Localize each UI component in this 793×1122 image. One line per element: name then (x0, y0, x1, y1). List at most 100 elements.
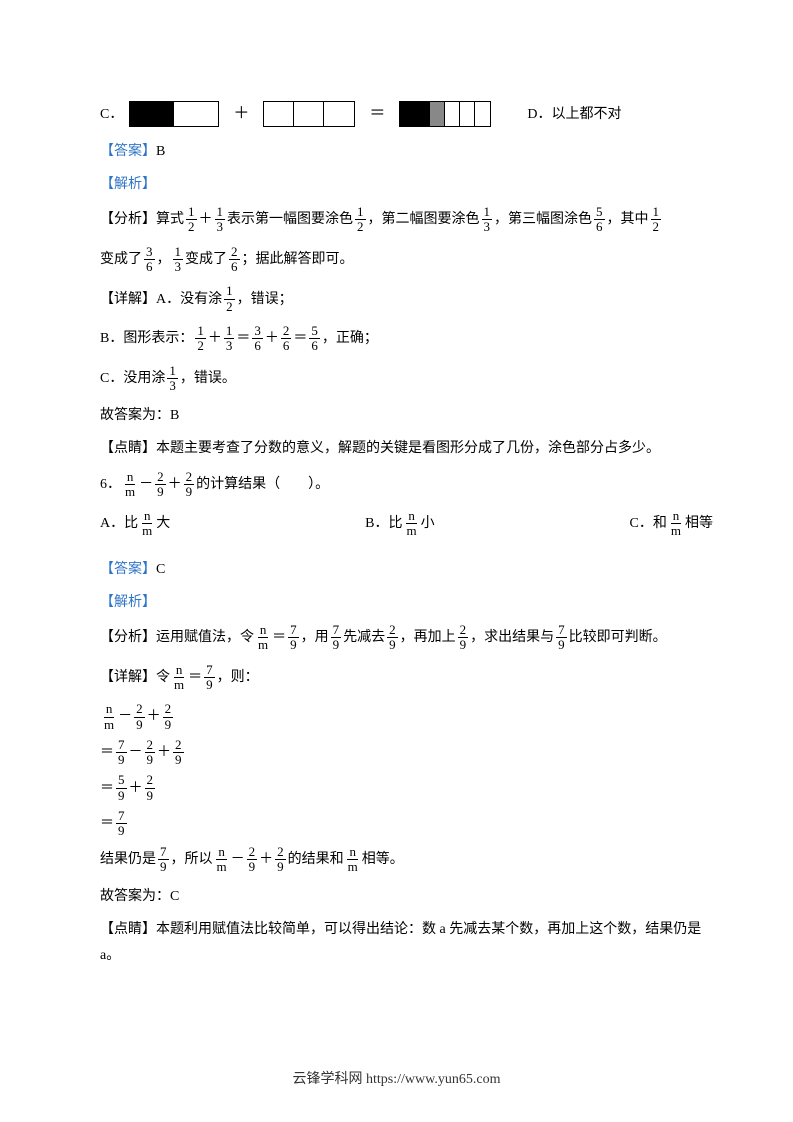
bar-box-3 (399, 101, 491, 127)
answer-label: 【答案】 (100, 144, 156, 159)
text: 变成了 (100, 247, 142, 272)
equals-sign: ＝ (369, 100, 385, 129)
text: 变成了 (185, 247, 227, 272)
tag: 【详解】 (100, 665, 156, 690)
tag: 【分析】 (100, 625, 156, 650)
tag: 【详解】 (100, 287, 156, 312)
q6-result: 结果仍是 79 ，所以 nm － 29 ＋ 29 的结果和 nm 相等。 (100, 845, 713, 875)
q5-analysis-p1: 【分析】 算式 12 ＋ 13 表示第一幅图要涂色 12 ，第二幅图要涂色 13… (100, 205, 713, 235)
text: 的结果和 (288, 847, 344, 872)
analysis-label: 【解析】 (100, 177, 156, 192)
q6-answer: 【答案】C (100, 557, 713, 582)
bar-diagram-2 (263, 101, 355, 127)
q5-answer: 【答案】B (100, 139, 713, 164)
cell (445, 102, 460, 126)
q6-analysis-label: 【解析】 (100, 590, 713, 615)
fraction-n-m: nm (669, 509, 683, 539)
fraction-n-m: nm (123, 470, 137, 500)
fraction: 56 (309, 324, 320, 354)
text: 小 (421, 511, 435, 536)
fraction: 36 (252, 324, 263, 354)
fraction-n-m: nm (405, 509, 419, 539)
tag: 【点睛】 (100, 922, 156, 937)
fraction-2-6: 26 (229, 245, 240, 275)
q5-analysis-p2: 变成了 36 ， 13 变成了 26 ；据此解答即可。 (100, 245, 713, 275)
q6-opt-b: B．比 nm 小 (365, 509, 434, 539)
text: 相等 (685, 511, 713, 536)
fraction: nm (346, 845, 360, 875)
fraction: 29 (145, 773, 156, 803)
analysis-label: 【解析】 (100, 595, 156, 610)
q5-detail-c: C．没用涂 13 ，错误。 (100, 364, 713, 394)
option-c-label: C． (100, 102, 123, 127)
text: ，正确； (322, 326, 378, 351)
text: ， (157, 247, 171, 272)
text: ，第三幅图涂色 (494, 207, 592, 232)
q6-analysis: 【分析】 运用赋值法，令 nm ＝ 79 ，用 79 先减去 29 ，再加上 2… (100, 623, 713, 653)
text: 相等。 (362, 847, 404, 872)
plus: ＋ (129, 776, 143, 801)
fraction: 29 (275, 845, 286, 875)
fraction: 59 (116, 773, 127, 803)
text: 结果仍是 (100, 847, 156, 872)
label: B．比 (365, 511, 402, 536)
cell-black (130, 102, 174, 126)
minus: － (139, 472, 153, 497)
plus: ＋ (265, 326, 279, 351)
fraction-5-6: 56 (594, 205, 605, 235)
q6-calc-4: ＝ 79 (100, 809, 713, 839)
cell (430, 102, 445, 126)
fraction-n-m: nm (140, 509, 154, 539)
text: C．没用涂 (100, 366, 165, 391)
plus: ＋ (199, 207, 213, 232)
text: 大 (156, 511, 170, 536)
bar-box-1 (129, 101, 219, 127)
text: ，第二幅图要涂色 (368, 207, 480, 232)
text: ，所以 (171, 847, 213, 872)
fraction: 29 (247, 845, 258, 875)
option-d-label: D．以上都不对 (527, 102, 621, 127)
text: 令 (156, 665, 170, 690)
eq: ＝ (100, 811, 114, 836)
fraction: 29 (145, 738, 156, 768)
answer-label: 【答案】 (100, 562, 156, 577)
fraction-7-9: 79 (331, 623, 342, 653)
page-footer: 云锋学科网 https://www.yun65.com (0, 1067, 793, 1092)
q5-option-c-row: C． ＋ ＝ D．以上都不对 (100, 100, 713, 129)
cell (475, 102, 490, 126)
eq: ＝ (236, 326, 250, 351)
fraction: 79 (116, 738, 127, 768)
plus: ＋ (168, 472, 182, 497)
q5-analysis-label: 【解析】 (100, 172, 713, 197)
plus-sign: ＋ (233, 100, 249, 129)
fraction-1-2: 12 (186, 205, 197, 235)
fraction-1-3: 13 (215, 205, 226, 235)
q5-conclude: 故答案为：B (100, 403, 713, 428)
q6-opt-a: A．比 nm 大 (100, 509, 170, 539)
text: ，再加上 (400, 625, 456, 650)
answer-value: C (156, 562, 165, 577)
q5-detail-b: B．图形表示： 12 ＋ 13 ＝ 36 ＋ 26 ＝ 56 ，正确； (100, 324, 713, 354)
fraction: 12 (195, 324, 206, 354)
q6-calc-3: ＝ 59 ＋ 29 (100, 773, 713, 803)
tag: 【点睛】 (100, 441, 156, 456)
fraction: 29 (173, 738, 184, 768)
q6-point: 【点睛】本题利用赋值法比较简单，可以得出结论：数 a 先减去某个数，再加上这个数… (100, 917, 713, 967)
bar-box-2 (263, 101, 355, 127)
fraction-n-m: nm (256, 623, 270, 653)
minus: － (129, 740, 143, 765)
q6-calc-1: nm － 29 ＋ 29 (100, 702, 713, 732)
fraction: 13 (224, 324, 235, 354)
fraction-2-9: 29 (184, 470, 195, 500)
cell (460, 102, 475, 126)
fraction-1-2: 12 (355, 205, 366, 235)
text: 本题利用赋值法比较简单，可以得出结论：数 a 先减去某个数，再加上这个数，结果仍… (100, 922, 701, 962)
text: ，错误； (237, 287, 293, 312)
eq: ＝ (100, 740, 114, 765)
fraction-2-9: 29 (387, 623, 398, 653)
text: 先减去 (343, 625, 385, 650)
fraction-2-9: 29 (155, 470, 166, 500)
text: 的计算结果（ ）。 (196, 472, 329, 497)
text: ，错误。 (180, 366, 236, 391)
text: B．图形表示： (100, 326, 193, 351)
